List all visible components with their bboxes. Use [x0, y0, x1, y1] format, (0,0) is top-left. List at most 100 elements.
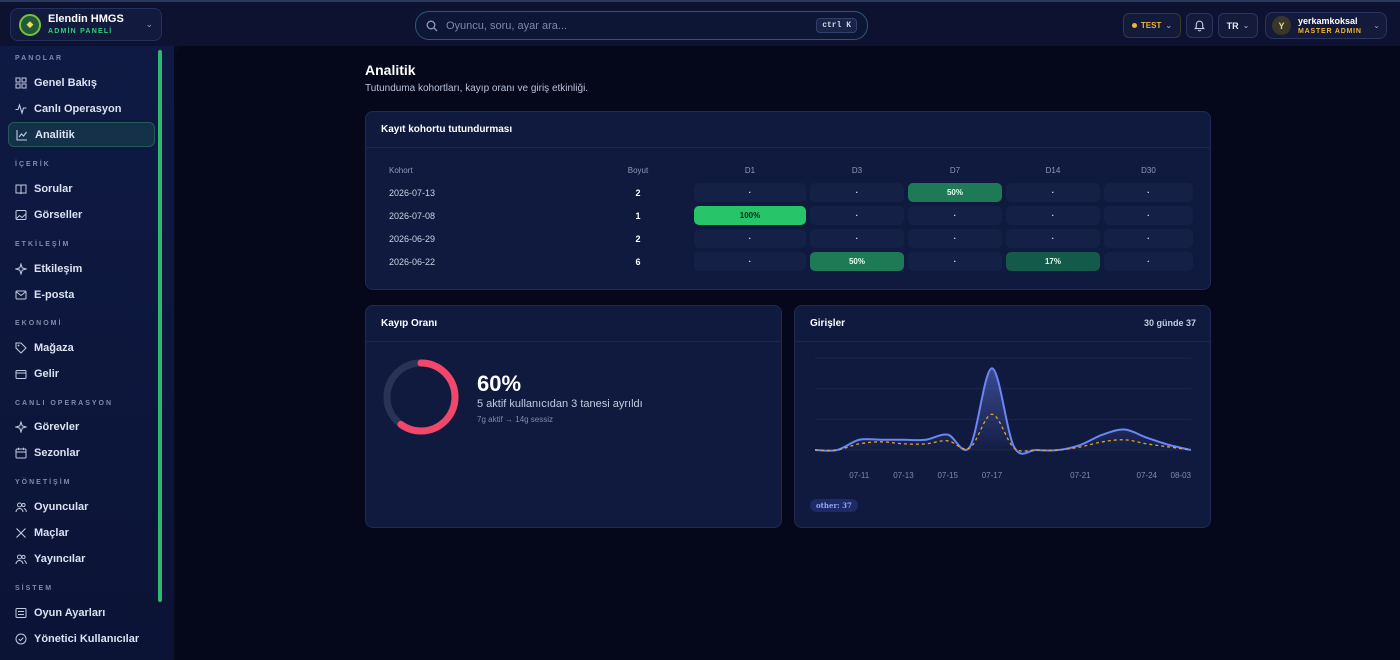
- section-yonetisim: YÖNETİŞİM: [15, 479, 72, 486]
- retention-cell: 17%: [1006, 252, 1100, 271]
- sidebar-item-oyun-ayarlari[interactable]: Oyun Ayarları: [8, 600, 155, 625]
- notifications-button[interactable]: [1186, 13, 1213, 38]
- card-header: Kayıt kohortu tutundurması: [366, 112, 1210, 148]
- retention-cell: ·: [1104, 229, 1193, 248]
- column-header-d30: D30: [1141, 166, 1156, 175]
- retention-cell: 50%: [810, 252, 904, 271]
- x-tick-label: 07-17: [982, 471, 1003, 480]
- sidebar-scrollbar[interactable]: [158, 50, 162, 602]
- chevron-down-icon: ⌄: [145, 19, 153, 29]
- page-title: Analitik: [365, 62, 416, 78]
- global-search[interactable]: ctrl K: [415, 11, 868, 40]
- x-tick-label: 07-24: [1137, 471, 1158, 480]
- sidebar-item-analitik[interactable]: Analitik: [8, 122, 155, 147]
- x-tick-label: 07-15: [937, 471, 958, 480]
- sidebar-item-label: Canlı Operasyon: [34, 102, 122, 115]
- search-icon: [426, 20, 438, 31]
- chevron-down-icon: ⌄: [1165, 21, 1173, 30]
- pulse-icon: [15, 102, 27, 115]
- sidebar-item-label: Yayıncılar: [34, 552, 86, 565]
- brand-title: Elendin HMGS: [48, 13, 124, 25]
- tag-icon: [15, 342, 27, 354]
- logins-total: 30 günde 37: [1143, 318, 1196, 328]
- chevron-down-icon: ⌄: [1242, 21, 1250, 30]
- retention-cell: ·: [1006, 229, 1100, 248]
- churn-value: 60%: [477, 371, 522, 396]
- churn-donut-chart: [383, 359, 459, 435]
- sidebar-item-yayincilar[interactable]: Yayıncılar: [8, 546, 155, 571]
- sidebar-item-label: Oyun Ayarları: [34, 606, 106, 619]
- cohort-size: 2: [635, 234, 641, 244]
- sidebar-item-canli-operasyon[interactable]: Canlı Operasyon: [8, 96, 155, 121]
- column-header-kohort: Kohort: [389, 166, 413, 175]
- sparkle-icon: [15, 262, 27, 275]
- sidebar-item-label: Analitik: [35, 128, 75, 141]
- sidebar: PANOLAR Genel Bakış Canlı Operasyon Anal…: [0, 46, 174, 660]
- sidebar-item-label: Oyuncular: [34, 500, 89, 513]
- search-input[interactable]: [446, 19, 817, 32]
- card-header: Girişler 30 günde 37: [795, 306, 1210, 342]
- chevron-down-icon: ⌄: [1373, 21, 1380, 30]
- retention-cell: ·: [694, 183, 806, 202]
- section-panolar: PANOLAR: [15, 55, 64, 62]
- column-header-boyut: Boyut: [627, 166, 649, 175]
- bell-icon: [1194, 20, 1205, 31]
- book-icon: [15, 184, 27, 194]
- series-line-other: [814, 367, 1192, 455]
- series-area-other: [815, 368, 1191, 454]
- cohort-size: 2: [635, 188, 641, 198]
- x-tick-label: 07-11: [849, 471, 869, 480]
- retention-cell: ·: [694, 252, 806, 271]
- wallet-icon: [15, 369, 27, 379]
- retention-cell: ·: [908, 206, 1002, 225]
- sidebar-item-oyuncular[interactable]: Oyuncular: [8, 494, 155, 519]
- sidebar-item-e-posta[interactable]: E-posta: [8, 282, 155, 307]
- sidebar-item-etkilesim[interactable]: Etkileşim: [8, 256, 155, 281]
- users-icon: [15, 554, 27, 564]
- sidebar-item-genel-bakis[interactable]: Genel Bakış: [8, 70, 155, 95]
- sidebar-item-maclar[interactable]: Maçlar: [8, 520, 155, 545]
- retention-cell: ·: [908, 229, 1002, 248]
- retention-cell: ·: [1104, 252, 1193, 271]
- retention-cell: 100%: [694, 206, 806, 225]
- sidebar-item-gorseller[interactable]: Görseller: [8, 202, 155, 227]
- column-header-d3: D3: [851, 166, 863, 175]
- environment-badge[interactable]: TEST ⌄: [1123, 13, 1181, 38]
- column-header-d14: D14: [1045, 166, 1061, 175]
- column-header-d1: D1: [744, 166, 756, 175]
- image-icon: [15, 209, 27, 220]
- sidebar-item-sezonlar[interactable]: Sezonlar: [8, 440, 155, 465]
- sidebar-item-gorevler[interactable]: Görevler: [8, 414, 155, 439]
- search-shortcut: ctrl K: [816, 18, 857, 33]
- user-menu[interactable]: Y yerkamkoksal MASTER ADMIN ⌄: [1265, 12, 1387, 39]
- chart-icon: [16, 129, 27, 141]
- legend-pill[interactable]: other: 37: [810, 499, 858, 512]
- retention-cell: ·: [908, 252, 1002, 271]
- language-switcher[interactable]: TR ⌄: [1218, 13, 1258, 38]
- churn-rate-card: Kayıp Oranı 60% 5 aktif kullanıcıdan 3 t…: [365, 305, 782, 528]
- sidebar-item-yonetici-kullanicilar[interactable]: Yönetici Kullanıcılar: [8, 626, 155, 651]
- sidebar-item-label: Gelir: [34, 367, 60, 380]
- sidebar-item-gelir[interactable]: Gelir: [8, 361, 155, 386]
- section-etkilesim: ETKİLEŞİM: [15, 241, 71, 248]
- card-title: Kayıt kohortu tutundurması: [381, 124, 513, 135]
- cohort-retention-card: Kayıt kohortu tutundurması Kohort Boyut …: [365, 111, 1211, 290]
- sparkle-icon: [15, 420, 27, 433]
- main-content: Analitik Tutunduma kohortları, kayıp ora…: [176, 46, 1400, 660]
- series-line-1: [814, 413, 1192, 452]
- churn-note: 7g aktif → 14g sessiz: [477, 415, 554, 424]
- grid-icon: [15, 77, 27, 88]
- card-title: Kayıp Oranı: [381, 318, 438, 329]
- sidebar-item-label: Maçlar: [34, 526, 69, 539]
- user-role: MASTER ADMIN: [1298, 27, 1362, 35]
- avatar: Y: [1272, 16, 1291, 35]
- mail-icon: [15, 290, 27, 299]
- sidebar-item-label: Yönetici Kullanıcılar: [34, 632, 140, 645]
- sidebar-item-magaza[interactable]: Mağaza: [8, 335, 155, 360]
- users-icon: [15, 502, 27, 512]
- brand-switcher[interactable]: ◆ Elendin HMGS ADMİN PANELİ ⌄: [10, 8, 162, 41]
- sidebar-item-sorular[interactable]: Sorular: [8, 176, 155, 201]
- retention-cell: ·: [810, 206, 904, 225]
- logins-line-chart: 07-11 07-13 07-15 07-17 07-21 07-24 08-03: [814, 357, 1192, 480]
- environment-label: TEST: [1140, 21, 1162, 30]
